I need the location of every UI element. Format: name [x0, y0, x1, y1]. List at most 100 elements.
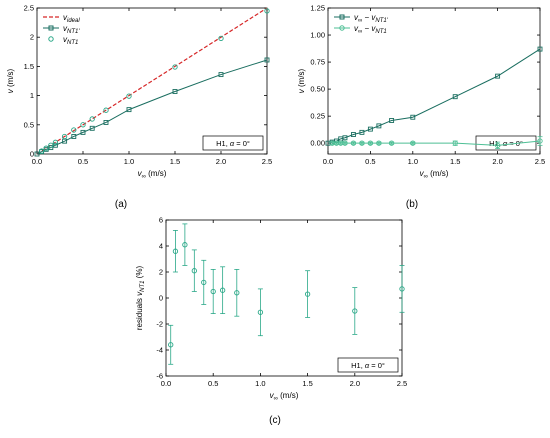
y-tick-label: 2: [159, 268, 163, 277]
legend-label: v∞ − vNT1: [354, 24, 387, 35]
x-tick-label: 2.0: [492, 157, 502, 166]
x-tick-label: 2.0: [350, 379, 360, 388]
data-point-circle: [126, 93, 132, 99]
data-point-square: [218, 72, 224, 78]
x-tick-label: 0.0: [161, 379, 171, 388]
data-point-circle: [172, 64, 178, 70]
series-line-0: [327, 48, 541, 144]
y-axis-label: v (m/s): [6, 68, 15, 93]
data-point-circle: [410, 140, 416, 146]
data-point-circle: [388, 140, 395, 146]
y-tick-label: 0.00: [310, 139, 325, 148]
data-point-square: [376, 123, 382, 129]
annotation-box: [202, 135, 264, 151]
data-point-circle: [367, 140, 374, 146]
legend-marker: [48, 36, 54, 42]
annotation-text: H1, α = 0°: [216, 139, 250, 148]
x-tick-label: 1.5: [302, 379, 312, 388]
y-tick-label: 0: [159, 294, 163, 303]
data-point-square: [172, 89, 178, 94]
y-tick-label: 0: [30, 150, 34, 159]
data-point-circle: [376, 140, 382, 146]
x-tick-label: 1.0: [255, 379, 265, 388]
data-point-square: [89, 125, 95, 131]
data-point-circle: [494, 142, 501, 148]
data-point-circle: [201, 279, 207, 286]
data-point-circle: [80, 122, 86, 128]
data-point-circle: [38, 148, 45, 154]
annotation-box: [475, 135, 537, 151]
data-point-square: [452, 94, 458, 100]
data-point-square: [48, 145, 54, 151]
data-point-circle: [48, 142, 54, 148]
y-tick-label: 1.00: [310, 31, 325, 40]
legend-label: vNT1: [63, 35, 78, 46]
data-point-circle: [218, 35, 224, 42]
data-point-circle: [103, 107, 109, 113]
x-axis-label: v∞ (m/s): [138, 169, 167, 180]
data-point-square: [264, 57, 270, 63]
data-point-square: [80, 129, 86, 135]
data-point-circle: [89, 116, 95, 122]
legend-marker: [48, 25, 54, 31]
y-tick-label: 6: [159, 216, 163, 225]
annotation-box: [337, 357, 399, 373]
legend-label: vNT1': [63, 24, 80, 35]
data-point-square: [34, 151, 40, 157]
x-tick-label: 0.5: [365, 157, 375, 166]
data-point-circle: [234, 290, 240, 296]
data-point-square: [126, 107, 132, 113]
data-point-circle: [210, 288, 216, 295]
x-tick-label: 0.0: [32, 157, 42, 166]
x-tick-label: 0.0: [323, 157, 333, 166]
data-point-circle: [219, 287, 226, 293]
y-axis-label: residuals vNT1 (%): [135, 266, 146, 331]
x-tick-label: 2.5: [535, 157, 545, 166]
plot-frame: [36, 7, 268, 155]
data-point-square: [71, 134, 77, 139]
data-point-circle: [399, 286, 405, 292]
series-line-1: [36, 59, 268, 155]
x-tick-label: 1.0: [408, 157, 418, 166]
y-tick-label: 0.50: [310, 85, 325, 94]
y-tick-label: 1.25: [310, 4, 325, 13]
x-tick-label: 1.5: [170, 157, 180, 166]
x-tick-label: 1.5: [450, 157, 460, 166]
y-axis-label: v (m/s): [297, 68, 306, 93]
x-tick-label: 2.5: [262, 157, 272, 166]
y-tick-label: 0.5: [24, 120, 34, 129]
y-tick-label: 4: [159, 242, 163, 251]
chart-panel-a: 0.0 0.5 1.0 1.5 2.0 2.5 0 0.5 1 1.5 2 2.5 v∞ (m/s) v …: [6, 4, 272, 181]
y-tick-label: -2: [156, 320, 163, 329]
chart-panel-c: 0.0 0.5 1.0 1.5 2.0 2.5 -6 -4 -2 0 2 4 6 v∞ (m/s) resi…: [135, 216, 407, 403]
plot-frame: [327, 7, 541, 155]
caption-c: (c): [269, 415, 281, 426]
data-point-circle: [52, 139, 59, 145]
y-tick-label: 1: [30, 91, 34, 100]
x-tick-label: 1.0: [124, 157, 134, 166]
legend-label: videal: [63, 13, 80, 24]
legend-marker: [339, 25, 345, 31]
data-point-circle: [342, 140, 348, 146]
data-point-circle: [452, 140, 458, 146]
data-point-square: [537, 46, 543, 52]
x-tick-label: 2.5: [397, 379, 407, 388]
x-tick-label: 0.5: [78, 157, 88, 166]
data-point-circle: [537, 138, 543, 144]
data-point-circle: [182, 242, 188, 248]
x-axis-label: v∞ (m/s): [420, 169, 449, 180]
data-point-square: [410, 114, 416, 120]
data-point-square: [103, 120, 109, 125]
data-point-circle: [191, 268, 197, 274]
series-line-ideal: [36, 7, 268, 155]
data-point-circle: [172, 248, 179, 254]
data-point-square: [62, 138, 68, 144]
annotation-text: H1, α = 0°: [351, 361, 385, 370]
y-tick-label: -6: [156, 372, 163, 381]
caption-a: (a): [115, 199, 127, 210]
data-point-square: [495, 73, 501, 79]
y-tick-label: -4: [156, 346, 163, 355]
plot-frame: [165, 219, 403, 377]
